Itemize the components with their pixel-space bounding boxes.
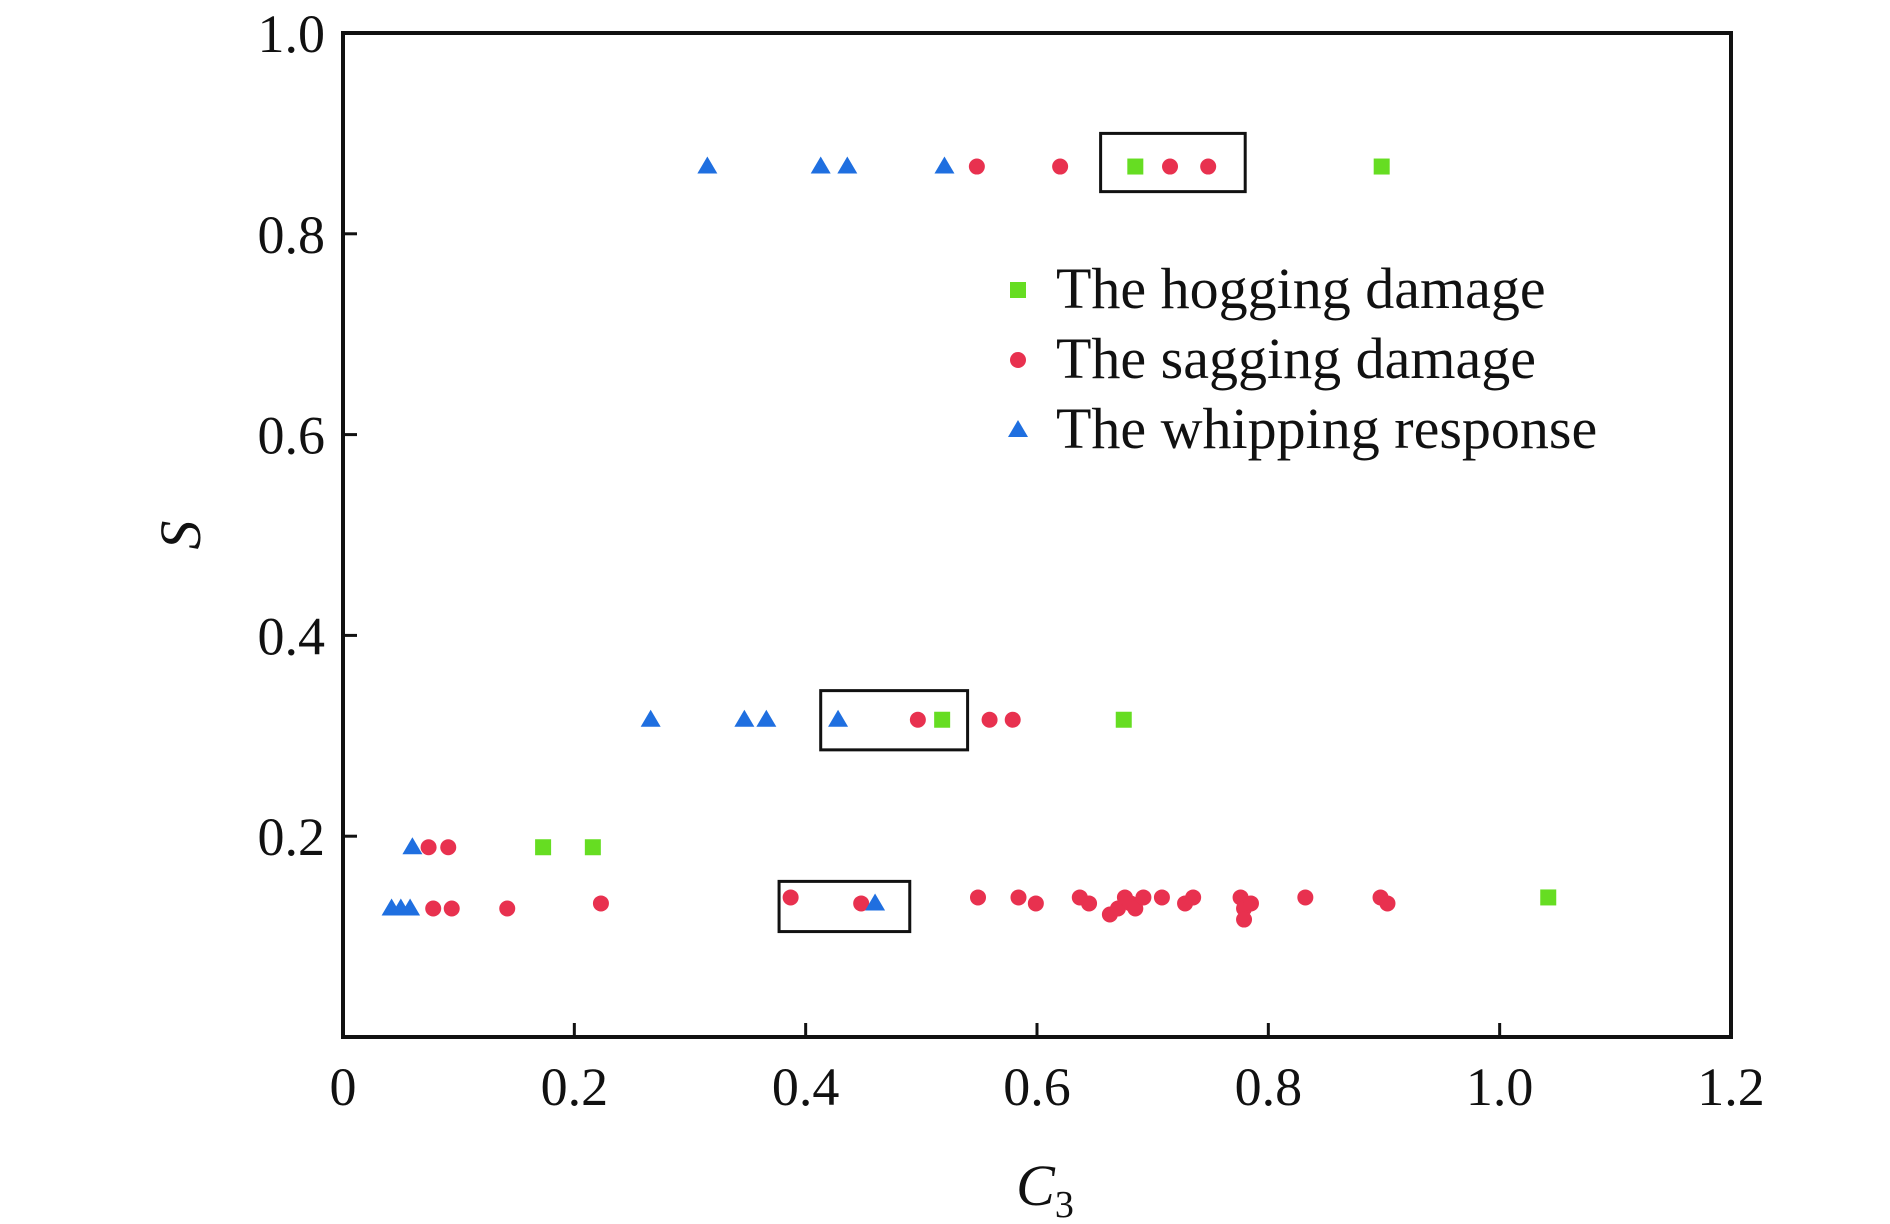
circle-data-point [970, 889, 987, 906]
x-tick-label: 0 [330, 1057, 357, 1117]
circle-data-point [1010, 889, 1027, 906]
circle-data-point [440, 839, 457, 856]
triangle-data-point [640, 709, 661, 727]
y-axis-title: S [148, 521, 213, 550]
plot-frame [341, 31, 1733, 1039]
circle-data-point [425, 900, 442, 917]
triangle-data-point [865, 893, 886, 911]
circle-data-point [1200, 158, 1217, 175]
x-tick-label: 0.6 [1003, 1057, 1071, 1117]
annotation-box [819, 689, 970, 752]
square-data-point [1115, 711, 1132, 728]
circle-data-point [782, 889, 799, 906]
legend-square-marker [1010, 282, 1026, 298]
triangle-data-point [934, 156, 955, 174]
circle-data-point [1236, 911, 1253, 928]
circle-data-point [1379, 895, 1396, 912]
circle-data-point [1004, 711, 1021, 728]
annotation-box [1099, 131, 1247, 194]
circle-data-point [981, 711, 998, 728]
circle-data-point [968, 158, 985, 175]
triangle-data-point [697, 156, 718, 174]
circle-data-point [1242, 895, 1259, 912]
circle-data-point [592, 895, 609, 912]
legend-triangle-marker [1008, 420, 1028, 437]
circle-data-point [1081, 895, 1098, 912]
triangle-data-point [402, 837, 423, 855]
triangle-data-point [810, 156, 831, 174]
circle-data-point [499, 900, 516, 917]
circle-data-point [1185, 889, 1202, 906]
square-data-point [934, 711, 951, 728]
square-data-point [1127, 158, 1144, 175]
triangle-data-point [400, 898, 421, 916]
x-tick-label: 1.0 [1466, 1057, 1534, 1117]
circle-data-point [1135, 889, 1152, 906]
x-axis-ticks: 0 0.2 0.4 0.6 0.8 1.0 1.2 [330, 1023, 1765, 1117]
data-points [381, 156, 1557, 928]
circle-data-point [909, 711, 926, 728]
circle-data-point [1297, 889, 1314, 906]
x-tick-label: 1.2 [1697, 1057, 1765, 1117]
x-tick-label: 0.4 [772, 1057, 840, 1117]
circle-data-point [1162, 158, 1179, 175]
triangle-data-point [828, 709, 849, 727]
triangle-data-point [837, 156, 858, 174]
y-axis-ticks: 0.2 0.4 0.6 0.8 1.0 [258, 4, 357, 867]
legend-entry: The sagging damage [1010, 326, 1536, 391]
legend-label: The whipping response [1056, 396, 1597, 461]
annotation-boxes [777, 131, 1247, 934]
x-axis-title-main: C [1016, 1153, 1056, 1218]
x-axis-title: C3 [1016, 1153, 1074, 1224]
legend-label: The hogging damage [1056, 256, 1546, 321]
legend-label: The sagging damage [1056, 326, 1536, 391]
square-data-point [1373, 158, 1390, 175]
square-data-point [535, 839, 552, 856]
circle-data-point [1127, 900, 1144, 917]
legend-entry: The whipping response [1008, 396, 1597, 461]
y-tick-label: 0.2 [258, 807, 326, 867]
y-tick-label: 0.4 [258, 606, 326, 666]
y-tick-label: 0.8 [258, 205, 326, 265]
circle-data-point [443, 900, 460, 917]
triangle-data-point [756, 709, 777, 727]
triangle-data-point [734, 709, 755, 727]
y-tick-label: 1.0 [258, 4, 326, 64]
x-axis-title-subscript: 3 [1055, 1184, 1074, 1224]
square-data-point [1540, 889, 1557, 906]
y-tick-label: 0.6 [258, 406, 326, 466]
x-tick-label: 0.2 [541, 1057, 609, 1117]
circle-data-point [1027, 895, 1044, 912]
square-data-point [584, 839, 601, 856]
x-tick-label: 0.8 [1235, 1057, 1303, 1117]
circle-data-point [853, 895, 870, 912]
circle-data-point [1052, 158, 1069, 175]
annotation-box [777, 879, 912, 934]
legend-circle-marker [1010, 352, 1026, 368]
circle-data-point [420, 839, 437, 856]
circle-data-point [1153, 889, 1170, 906]
legend-entry: The hogging damage [1010, 256, 1546, 321]
